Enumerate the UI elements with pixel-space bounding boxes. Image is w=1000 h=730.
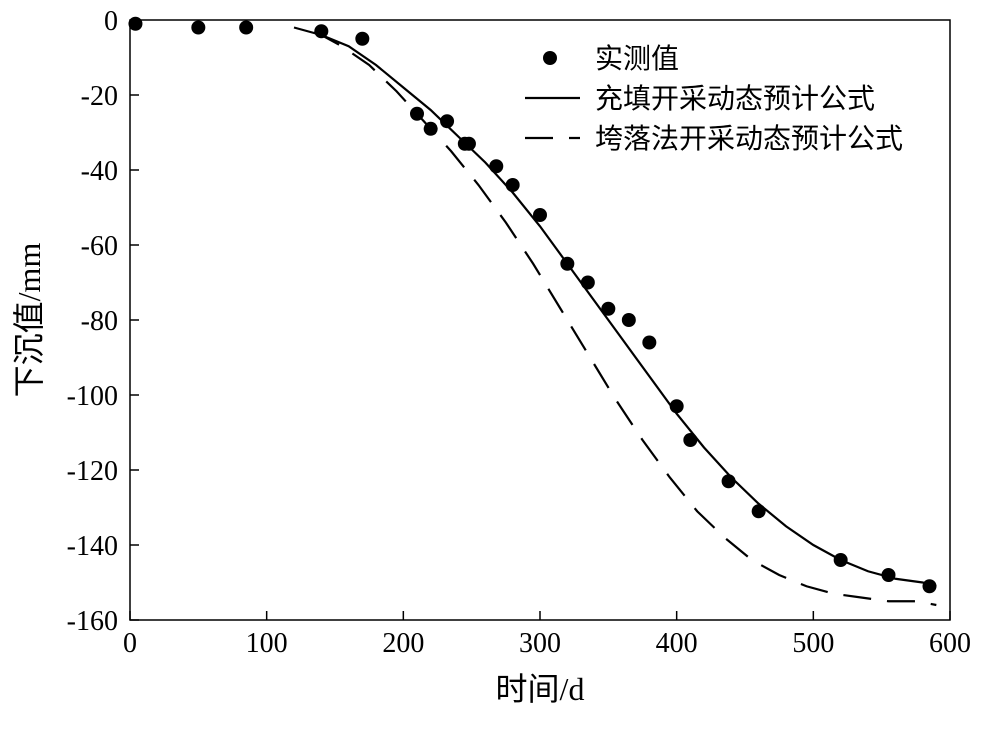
measured-point: [882, 568, 896, 582]
measured-point: [622, 313, 636, 327]
x-tick-label: 0: [123, 628, 137, 659]
legend-label-caving: 垮落法开采动态预计公式: [595, 123, 903, 155]
chart-svg: 0 100 200 300 400 500 600 -160 -140 -120 -100 -80 -6…: [0, 0, 1000, 730]
x-tick-label: 300: [519, 628, 561, 659]
measured-point: [601, 302, 615, 316]
x-tick-label: 600: [929, 628, 971, 659]
measured-point: [355, 32, 369, 46]
measured-point: [642, 336, 656, 350]
measured-point: [722, 474, 736, 488]
y-tick-label: -100: [67, 381, 118, 412]
measured-point: [506, 178, 520, 192]
y-tick-label: -140: [67, 531, 118, 562]
y-tick-label: -80: [81, 306, 118, 337]
x-axis-label: 时间/d: [496, 671, 585, 707]
measured-point: [560, 257, 574, 271]
measured-point: [410, 107, 424, 121]
chart-container: 0 100 200 300 400 500 600 -160 -140 -120 -100 -80 -6…: [0, 0, 1000, 730]
measured-point: [239, 21, 253, 35]
measured-point: [752, 504, 766, 518]
x-tick-label: 400: [656, 628, 698, 659]
measured-point: [462, 137, 476, 151]
measured-point: [670, 399, 684, 413]
y-tick-label: -20: [81, 81, 118, 112]
measured-point: [533, 208, 547, 222]
x-tick-label: 500: [792, 628, 834, 659]
y-tick-label: -60: [81, 231, 118, 262]
legend-marker-measured: [543, 51, 557, 65]
measured-point: [314, 24, 328, 38]
y-tick-label: -160: [67, 606, 118, 637]
x-tick-label: 100: [246, 628, 288, 659]
y-tick-label: 0: [104, 6, 118, 37]
measured-point: [489, 159, 503, 173]
measured-point: [834, 553, 848, 567]
measured-point: [424, 122, 438, 136]
legend-label-fill: 充填开采动态预计公式: [595, 83, 875, 115]
measured-point: [581, 276, 595, 290]
y-tick-label: -40: [81, 156, 118, 187]
measured-point: [683, 433, 697, 447]
measured-point: [191, 21, 205, 35]
measured-point: [923, 579, 937, 593]
measured-point: [128, 17, 142, 31]
legend-label-measured: 实测值: [595, 43, 679, 75]
y-axis-label: 下沉值/mm: [11, 243, 47, 398]
measured-point: [440, 114, 454, 128]
x-tick-label: 200: [382, 628, 424, 659]
y-tick-label: -120: [67, 456, 118, 487]
